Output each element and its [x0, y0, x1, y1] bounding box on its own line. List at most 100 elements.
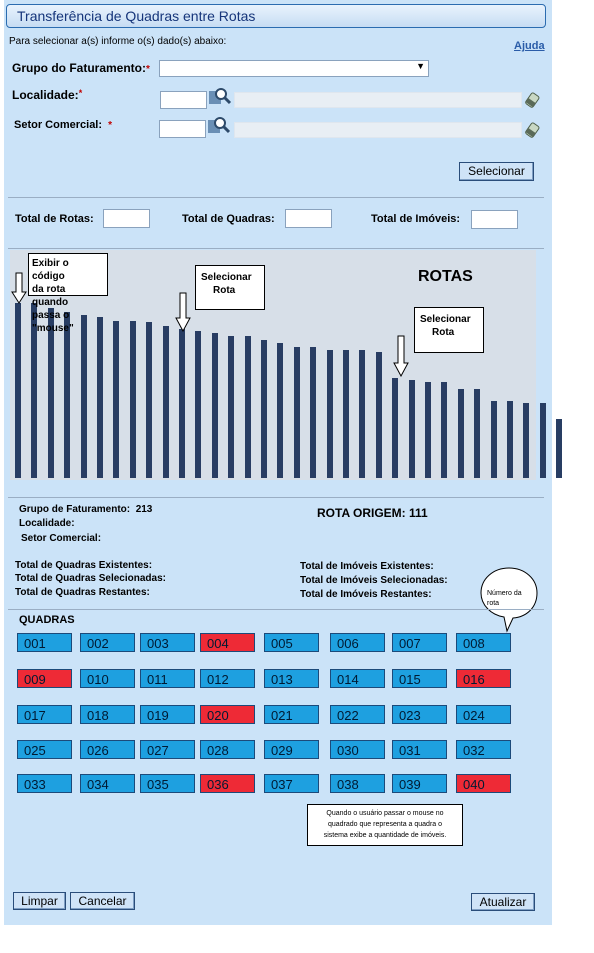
- quadra-033[interactable]: 033: [17, 774, 72, 793]
- divider: [8, 197, 544, 198]
- quadra-020[interactable]: 020: [200, 705, 255, 724]
- chart-bar[interactable]: [146, 322, 153, 478]
- chart-bar[interactable]: [244, 336, 251, 478]
- chart-bar[interactable]: [457, 388, 464, 478]
- quadra-040[interactable]: 040: [456, 774, 511, 793]
- quadra-036[interactable]: 036: [200, 774, 255, 793]
- localidade-code-input[interactable]: [160, 91, 207, 109]
- quadra-031[interactable]: 031: [392, 740, 447, 759]
- quadra-024[interactable]: 024: [456, 705, 511, 724]
- quadra-025[interactable]: 025: [17, 740, 72, 759]
- chart-bar[interactable]: [343, 350, 349, 478]
- setor-code-input[interactable]: [159, 120, 206, 138]
- quadra-030[interactable]: 030: [330, 740, 385, 759]
- quadra-026[interactable]: 026: [80, 740, 135, 759]
- chart-bar[interactable]: [211, 332, 218, 478]
- rota-origem: ROTA ORIGEM: 111: [317, 506, 428, 520]
- help-link[interactable]: Ajuda: [514, 40, 545, 52]
- window-title: Transferência de Quadras entre Rotas: [17, 8, 256, 24]
- quadra-017[interactable]: 017: [17, 705, 72, 724]
- chart-bar[interactable]: [195, 331, 202, 478]
- chart-bar[interactable]: [556, 418, 563, 478]
- quadra-015[interactable]: 015: [392, 669, 447, 688]
- rotas-chart: ROTAS: [10, 250, 563, 480]
- chart-bar[interactable]: [277, 343, 284, 478]
- chart-bar[interactable]: [261, 339, 267, 478]
- chart-bar[interactable]: [375, 352, 382, 478]
- quadra-009[interactable]: 009: [17, 669, 72, 688]
- quadra-018[interactable]: 018: [80, 705, 135, 724]
- chart-bar[interactable]: [293, 346, 300, 478]
- chart-bar[interactable]: [326, 350, 333, 478]
- chart-bar[interactable]: [425, 381, 431, 478]
- quadra-032[interactable]: 032: [456, 740, 511, 759]
- grupo-select[interactable]: ▼: [159, 60, 429, 77]
- search-icon[interactable]: [207, 115, 231, 135]
- quadra-016[interactable]: 016: [456, 669, 511, 688]
- quadra-014[interactable]: 014: [330, 669, 385, 688]
- quadra-028[interactable]: 028: [200, 740, 255, 759]
- chart-bar[interactable]: [97, 317, 103, 478]
- atualizar-button[interactable]: Atualizar: [471, 893, 535, 911]
- quadra-010[interactable]: 010: [80, 669, 135, 688]
- total-quadras-field: [285, 209, 332, 228]
- quadra-011[interactable]: 011: [140, 669, 195, 688]
- info-grupo: Grupo de Faturamento: 213: [19, 504, 153, 515]
- quadra-034[interactable]: 034: [80, 774, 135, 793]
- quadra-027[interactable]: 027: [140, 740, 195, 759]
- chart-bar[interactable]: [179, 329, 185, 478]
- chart-annotation-select-1: Selecionar Rota: [195, 265, 265, 310]
- selecionar-button[interactable]: Selecionar: [459, 162, 534, 181]
- chart-bar[interactable]: [490, 401, 497, 478]
- quadras-restantes: Total de Quadras Restantes:: [15, 587, 150, 598]
- chart-bar[interactable]: [507, 401, 513, 478]
- quadra-007[interactable]: 007: [392, 633, 447, 652]
- quadra-021[interactable]: 021: [264, 705, 319, 724]
- chart-bar[interactable]: [80, 315, 87, 478]
- chart-bar[interactable]: [228, 336, 235, 478]
- quadra-035[interactable]: 035: [140, 774, 195, 793]
- quadra-039[interactable]: 039: [392, 774, 447, 793]
- quadras-label: QUADRAS: [19, 614, 75, 626]
- chart-bar[interactable]: [310, 346, 317, 478]
- chart-bar[interactable]: [441, 381, 448, 478]
- search-icon[interactable]: [208, 86, 232, 106]
- chart-bar[interactable]: [392, 378, 399, 478]
- quadra-002[interactable]: 002: [80, 633, 135, 652]
- quadra-023[interactable]: 023: [392, 705, 447, 724]
- quadra-012[interactable]: 012: [200, 669, 255, 688]
- chart-title: ROTAS: [418, 268, 473, 285]
- chart-bar[interactable]: [162, 325, 169, 478]
- annotation-line: Selecionar: [201, 272, 252, 283]
- chart-bar[interactable]: [408, 380, 415, 478]
- annotation-line: passa o "mouse": [32, 310, 74, 334]
- quadra-003[interactable]: 003: [140, 633, 195, 652]
- limpar-button[interactable]: Limpar: [13, 892, 66, 910]
- chart-bar[interactable]: [359, 350, 366, 478]
- chart-bar[interactable]: [31, 303, 38, 478]
- quadra-008[interactable]: 008: [456, 633, 511, 652]
- quadra-029[interactable]: 029: [264, 740, 319, 759]
- quadra-037[interactable]: 037: [264, 774, 319, 793]
- eraser-icon[interactable]: [524, 91, 542, 109]
- cancelar-button[interactable]: Cancelar: [70, 892, 135, 910]
- quadra-004[interactable]: 004: [200, 633, 255, 652]
- quadra-006[interactable]: 006: [330, 633, 385, 652]
- chart-bar[interactable]: [113, 320, 120, 478]
- chart-bar[interactable]: [129, 320, 136, 478]
- quadra-022[interactable]: 022: [330, 705, 385, 724]
- chart-bar[interactable]: [15, 303, 21, 478]
- setor-label: Setor Comercial: *: [14, 119, 113, 131]
- quadra-019[interactable]: 019: [140, 705, 195, 724]
- chart-bar[interactable]: [47, 308, 54, 478]
- required-marker: *: [146, 64, 150, 75]
- quadra-001[interactable]: 001: [17, 633, 72, 652]
- quadra-038[interactable]: 038: [330, 774, 385, 793]
- chart-bar[interactable]: [523, 402, 530, 478]
- chart-bar[interactable]: [539, 402, 546, 478]
- eraser-icon[interactable]: [524, 121, 542, 139]
- quadra-013[interactable]: 013: [264, 669, 319, 688]
- quadra-005[interactable]: 005: [264, 633, 319, 652]
- chart-bar[interactable]: [64, 311, 71, 478]
- chart-bar[interactable]: [474, 388, 481, 478]
